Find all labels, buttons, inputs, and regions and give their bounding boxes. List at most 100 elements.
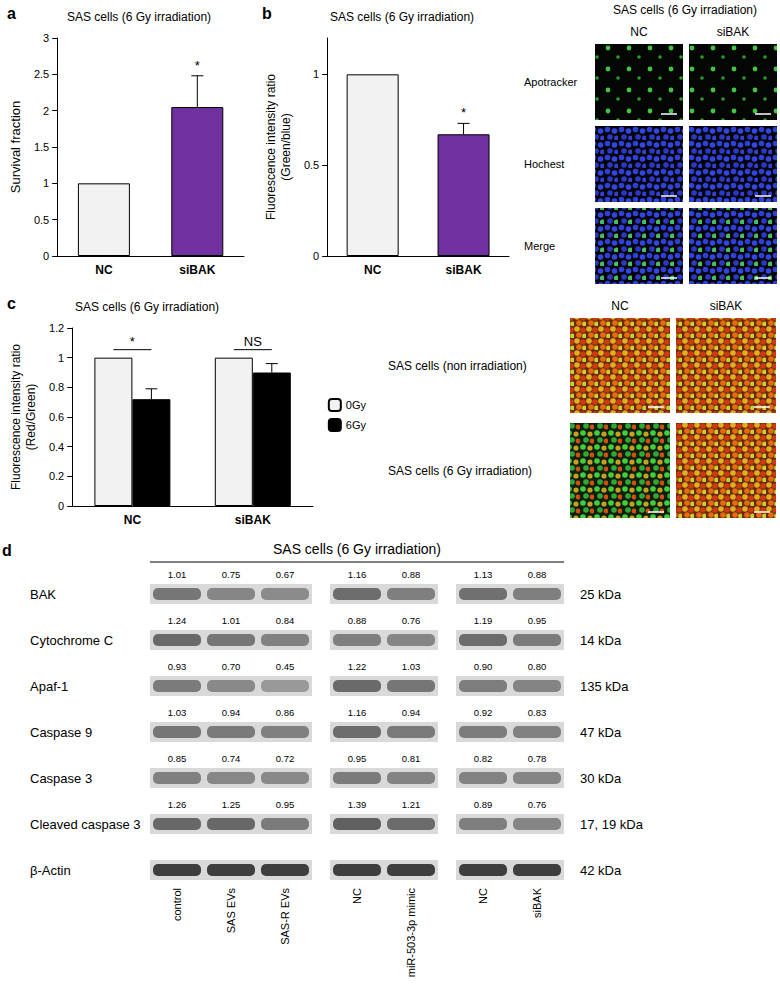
svg-text:b: b (262, 5, 272, 22)
svg-text:Hochest: Hochest (524, 158, 564, 170)
svg-text:0: 0 (313, 250, 319, 262)
svg-text:siBAK: siBAK (710, 299, 743, 313)
svg-text:0.4: 0.4 (49, 441, 64, 453)
svg-text:1.24: 1.24 (168, 615, 187, 626)
svg-text:0.84: 0.84 (276, 615, 295, 626)
svg-text:*: * (130, 334, 135, 349)
svg-text:Fluorescence intensity ratio: Fluorescence intensity ratio (264, 74, 278, 220)
svg-text:0: 0 (43, 250, 49, 262)
svg-text:0.88: 0.88 (348, 615, 367, 626)
svg-text:0.95: 0.95 (348, 753, 367, 764)
svg-text:c: c (7, 295, 16, 312)
svg-text:1.19: 1.19 (474, 615, 493, 626)
svg-text:1.2: 1.2 (49, 322, 64, 334)
svg-text:*: * (195, 58, 200, 73)
svg-text:2: 2 (43, 105, 49, 117)
svg-text:47 kDa: 47 kDa (580, 725, 622, 740)
svg-text:25 kDa: 25 kDa (580, 587, 622, 602)
svg-text:0.93: 0.93 (168, 661, 187, 672)
svg-text:2.5: 2.5 (34, 68, 49, 80)
svg-text:0.8: 0.8 (49, 381, 64, 393)
svg-text:0.81: 0.81 (402, 753, 421, 764)
svg-text:1.16: 1.16 (348, 569, 367, 580)
svg-text:siBAK: siBAK (717, 25, 750, 39)
svg-text:0.5: 0.5 (34, 214, 49, 226)
svg-text:Caspase 9: Caspase 9 (30, 725, 92, 740)
svg-text:SAS cells (6 Gy irradiation): SAS cells (6 Gy irradiation) (67, 10, 211, 24)
svg-text:0.88: 0.88 (402, 569, 421, 580)
svg-text:0.92: 0.92 (474, 707, 493, 718)
svg-text:0.67: 0.67 (276, 569, 295, 580)
svg-text:SAS-R EVs: SAS-R EVs (279, 888, 291, 945)
svg-text:NC: NC (477, 888, 489, 904)
svg-text:0.86: 0.86 (276, 707, 295, 718)
svg-text:3: 3 (43, 32, 49, 44)
svg-text:Cleaved caspase 3: Cleaved caspase 3 (30, 817, 141, 832)
svg-text:0.94: 0.94 (222, 707, 241, 718)
svg-text:30 kDa: 30 kDa (580, 771, 622, 786)
svg-text:1.03: 1.03 (402, 661, 421, 672)
svg-text:0.6: 0.6 (49, 411, 64, 423)
svg-text:0.90: 0.90 (474, 661, 493, 672)
svg-text:0Gy: 0Gy (346, 399, 367, 411)
svg-text:0.80: 0.80 (528, 661, 547, 672)
svg-text:1.16: 1.16 (348, 707, 367, 718)
svg-text:SAS EVs: SAS EVs (225, 888, 237, 934)
svg-text:0.88: 0.88 (528, 569, 547, 580)
svg-text:NC: NC (611, 299, 629, 313)
svg-text:42 kDa: 42 kDa (580, 863, 622, 878)
svg-text:siBAK: siBAK (235, 513, 271, 527)
svg-text:Cytochrome C: Cytochrome C (30, 633, 113, 648)
svg-text:1.26: 1.26 (168, 799, 187, 810)
svg-text:Merge: Merge (524, 240, 555, 252)
svg-text:NC: NC (364, 263, 382, 277)
svg-text:0.85: 0.85 (168, 753, 187, 764)
svg-text:Survival fraction: Survival fraction (8, 101, 23, 193)
svg-text:0.83: 0.83 (528, 707, 547, 718)
svg-text:0.95: 0.95 (276, 799, 295, 810)
svg-text:17, 19 kDa: 17, 19 kDa (580, 817, 644, 832)
svg-text:135 kDa: 135 kDa (580, 679, 629, 694)
svg-text:1.03: 1.03 (168, 707, 187, 718)
svg-text:siBAK: siBAK (531, 887, 543, 918)
svg-text:1: 1 (43, 177, 49, 189)
svg-text:14 kDa: 14 kDa (580, 633, 622, 648)
svg-text:a: a (7, 5, 16, 22)
svg-text:SAS cells (6 Gy irradiation): SAS cells (6 Gy irradiation) (330, 10, 474, 24)
svg-text:d: d (2, 542, 12, 559)
svg-text:0.2: 0.2 (49, 470, 64, 482)
svg-text:1: 1 (313, 68, 319, 80)
svg-text:0.75: 0.75 (222, 569, 241, 580)
svg-text:0.5: 0.5 (304, 159, 319, 171)
svg-text:1.25: 1.25 (222, 799, 241, 810)
svg-text:0.72: 0.72 (276, 753, 295, 764)
svg-text:1.01: 1.01 (222, 615, 241, 626)
svg-text:Caspase 3: Caspase 3 (30, 771, 92, 786)
svg-text:SAS cells (6 Gy irradiation): SAS cells (6 Gy irradiation) (613, 3, 757, 17)
svg-text:β-Actin: β-Actin (30, 863, 71, 878)
svg-text:0.82: 0.82 (474, 753, 493, 764)
svg-text:1: 1 (58, 352, 64, 364)
svg-text:NC: NC (95, 263, 113, 277)
svg-text:1.39: 1.39 (348, 799, 367, 810)
svg-text:SAS cells (6 Gy irradiation): SAS cells (6 Gy irradiation) (75, 300, 219, 314)
svg-text:0.70: 0.70 (222, 661, 241, 672)
svg-text:0.74: 0.74 (222, 753, 241, 764)
svg-text:0.45: 0.45 (276, 661, 295, 672)
svg-text:1.01: 1.01 (168, 569, 187, 580)
svg-text:NC: NC (351, 888, 363, 904)
svg-text:Fluorescence intensity ratio: Fluorescence intensity ratio (9, 344, 23, 490)
svg-text:0.76: 0.76 (402, 615, 421, 626)
svg-text:0: 0 (58, 500, 64, 512)
svg-text:0.94: 0.94 (402, 707, 421, 718)
svg-text:BAK: BAK (30, 587, 56, 602)
svg-text:SAS cells (non irradiation): SAS cells (non irradiation) (388, 359, 527, 373)
svg-text:1.21: 1.21 (402, 799, 421, 810)
svg-text:SAS cells (6 Gy irradiation): SAS cells (6 Gy irradiation) (273, 541, 441, 557)
svg-text:1.22: 1.22 (348, 661, 367, 672)
svg-text:6Gy: 6Gy (346, 419, 367, 431)
svg-text:NC: NC (630, 25, 648, 39)
svg-text:1.13: 1.13 (474, 569, 493, 580)
svg-text:SAS cells (6 Gy irradiation): SAS cells (6 Gy irradiation) (388, 464, 532, 478)
svg-text:NC: NC (124, 513, 142, 527)
